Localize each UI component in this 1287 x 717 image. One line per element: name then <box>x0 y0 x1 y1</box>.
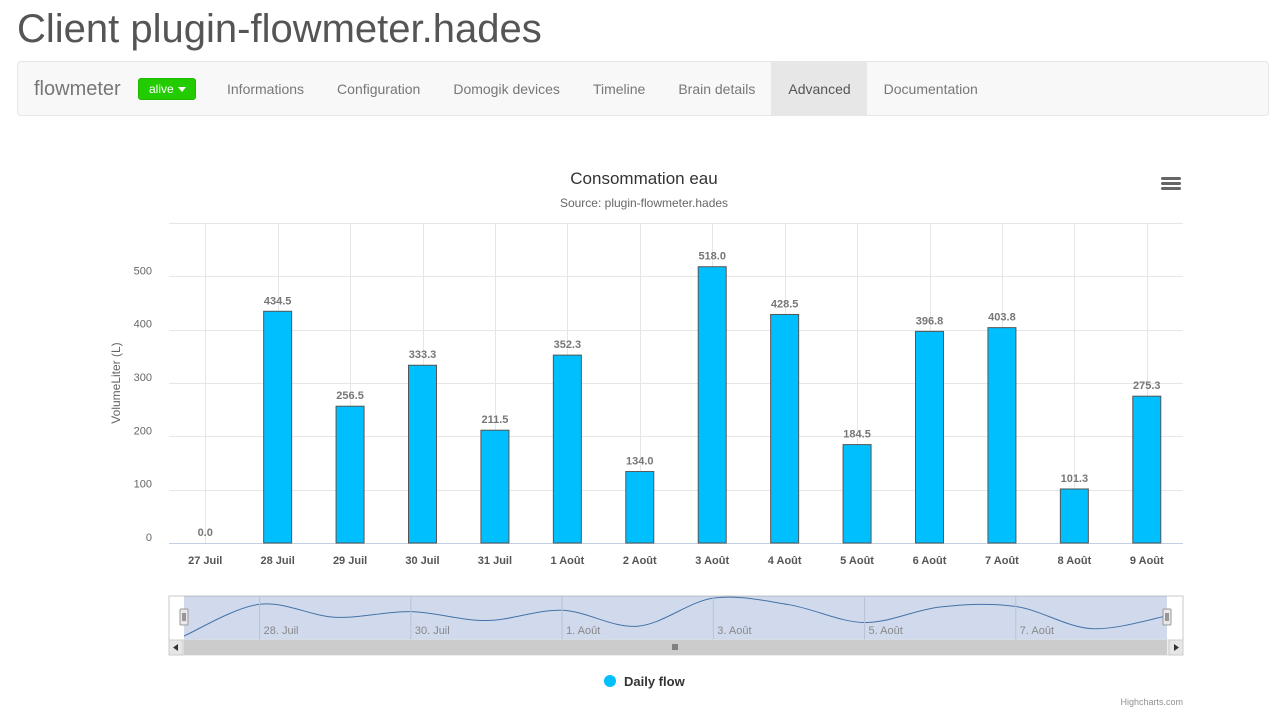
x-tick-label: 3 Août <box>695 555 729 567</box>
data-label: 101.3 <box>1061 473 1089 485</box>
bar[interactable] <box>1059 488 1089 544</box>
bar[interactable] <box>697 266 727 544</box>
tab-configuration[interactable]: Configuration <box>337 81 421 97</box>
y-tick-label: 200 <box>134 425 152 437</box>
tab-advanced[interactable]: Advanced <box>771 62 867 116</box>
tab-brain-details[interactable]: Brain details <box>678 81 756 97</box>
data-label: 333.3 <box>409 349 437 361</box>
nav-tabs: Informations Configuration Domogik devices… <box>210 62 994 116</box>
hamburger-menu-icon[interactable] <box>1158 170 1184 196</box>
x-tick-label: 30 Juil <box>405 555 439 567</box>
bar[interactable] <box>987 327 1017 544</box>
data-label: 434.5 <box>264 295 292 307</box>
bar[interactable] <box>263 310 293 544</box>
data-label: 352.3 <box>554 339 582 351</box>
navigator-label: 1. Août <box>566 625 600 637</box>
legend[interactable]: Daily flow <box>604 674 686 689</box>
x-tick-label: 28 Juil <box>261 555 295 567</box>
caret-down-icon <box>177 87 186 93</box>
y-tick-label: 0 <box>146 532 152 544</box>
bar[interactable] <box>552 354 582 544</box>
navigator-left-handle[interactable] <box>179 608 189 626</box>
tab-informations[interactable]: Informations <box>227 81 305 97</box>
chart-subtitle: Source: plugin-flowmeter.hades <box>560 196 728 210</box>
page-title: Client plugin-flowmeter.hades <box>17 7 542 51</box>
tab-documentation[interactable]: Documentation <box>883 81 978 97</box>
x-tick-label: 6 Août <box>913 555 947 567</box>
bars <box>263 266 1162 544</box>
data-label: 134.0 <box>626 456 654 468</box>
navbar: flowmeter alive Informations Configuratio… <box>17 61 1269 116</box>
data-label: 403.8 <box>988 312 1016 324</box>
arrow-right-icon <box>1174 644 1179 651</box>
x-tick-label: 27 Juil <box>188 555 222 567</box>
navigator-background <box>168 595 1184 641</box>
x-tick-label: 8 Août <box>1057 555 1091 567</box>
grid <box>169 223 1183 544</box>
scroll-right-button[interactable] <box>1168 639 1184 656</box>
data-label: 518.0 <box>698 251 726 263</box>
data-label: 275.3 <box>1133 380 1161 392</box>
legend-item-label: Daily flow <box>624 674 686 689</box>
navigator[interactable]: 28. Juil 30. Juil 1. Août 3. Août 5. Août 7. … <box>168 595 1184 656</box>
data-label: 428.5 <box>771 298 799 310</box>
x-tick-label: 7 Août <box>985 555 1019 567</box>
navigator-right-handle[interactable] <box>1162 608 1172 626</box>
navigator-label: 7. Août <box>1020 625 1054 637</box>
scroll-left-button[interactable] <box>168 639 184 656</box>
navigator-label: 28. Juil <box>264 625 299 637</box>
x-tick-label: 29 Juil <box>333 555 367 567</box>
bar[interactable] <box>842 444 872 544</box>
status-dropdown-button[interactable]: alive <box>138 78 196 100</box>
bar[interactable] <box>770 313 800 544</box>
data-label: 396.8 <box>916 315 944 327</box>
status-label: alive <box>149 82 174 96</box>
tab-timeline[interactable]: Timeline <box>592 81 646 97</box>
navigator-label: 30. Juil <box>415 625 450 637</box>
y-tick-label: 100 <box>134 479 152 491</box>
data-label: 211.5 <box>481 414 508 426</box>
navigator-label: 3. Août <box>717 625 751 637</box>
arrow-left-icon <box>173 644 178 651</box>
data-label: 256.5 <box>336 390 364 402</box>
bar[interactable] <box>625 471 655 544</box>
bar[interactable] <box>1132 395 1162 544</box>
bar[interactable] <box>480 429 510 544</box>
x-tick-label: 9 Août <box>1130 555 1164 567</box>
x-tick-label: 1 Août <box>550 555 584 567</box>
y-axis-title: VolumeLiter (L) <box>109 342 123 423</box>
bar[interactable] <box>335 405 365 544</box>
bar[interactable] <box>408 364 437 544</box>
y-tick-label: 300 <box>134 372 152 384</box>
bar[interactable] <box>915 330 944 544</box>
x-tick-label: 4 Août <box>768 555 802 567</box>
navigator-label: 5. Août <box>869 625 903 637</box>
labels: 0 100 200 300 400 500 0.0 27 Juil 434.5 28 Juil 25… <box>134 251 1164 567</box>
chart-title: Consommation eau <box>570 169 717 188</box>
credits-link[interactable]: Highcharts.com <box>1120 697 1183 707</box>
legend-marker-icon <box>604 675 616 687</box>
navigator-series-line <box>183 596 1168 637</box>
y-tick-label: 500 <box>134 265 152 277</box>
data-label: 184.5 <box>843 429 871 441</box>
navbar-brand[interactable]: flowmeter <box>34 78 121 100</box>
navigator-selection[interactable] <box>184 596 1167 640</box>
y-tick-label: 400 <box>134 319 152 331</box>
tab-domogik-devices[interactable]: Domogik devices <box>453 81 560 97</box>
scrollbar[interactable] <box>168 639 1184 656</box>
data-label: 0.0 <box>198 527 213 539</box>
x-tick-label: 5 Août <box>840 555 874 567</box>
x-tick-label: 2 Août <box>623 555 657 567</box>
x-tick-label: 31 Juil <box>478 555 512 567</box>
